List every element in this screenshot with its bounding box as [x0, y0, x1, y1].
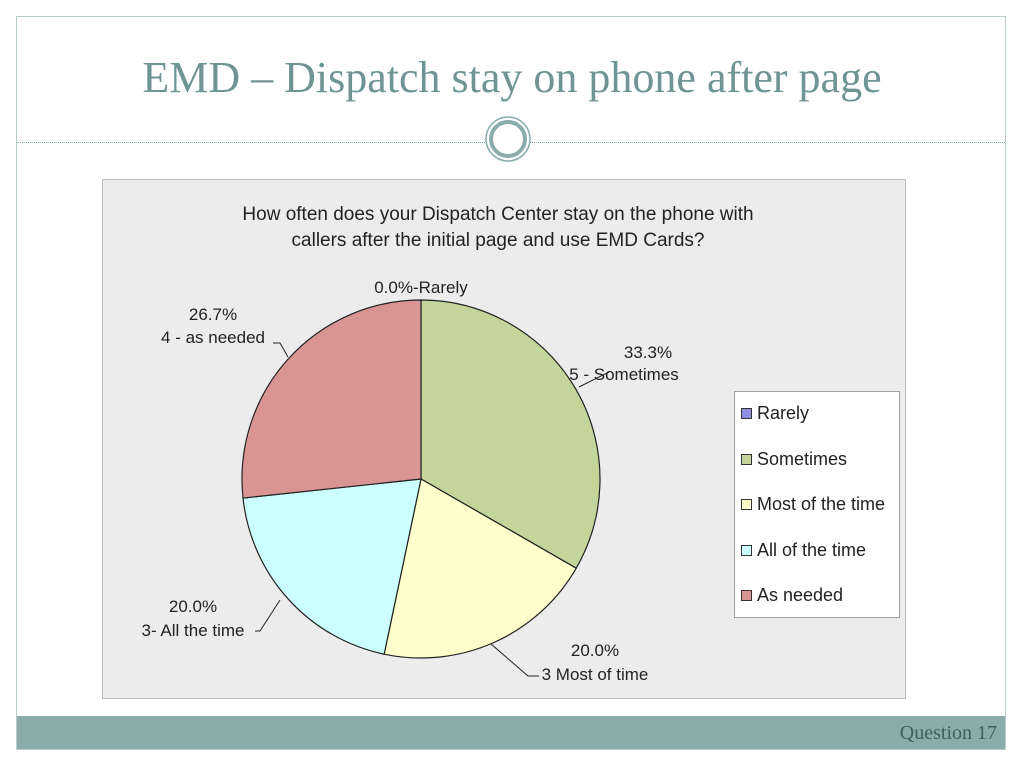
percent-label-sometimes: 33.3%	[624, 343, 672, 362]
legend-swatch-as-needed	[741, 589, 752, 601]
category-label-all-of-the-time: 3- All the time	[142, 621, 245, 640]
category-label-most-of-the-time: 3 Most of time	[542, 665, 649, 684]
pie-slice-sometimes	[420, 299, 601, 569]
leader-line-sometimes	[578, 371, 610, 388]
percent-label-most-of-the-time: 20.0%	[571, 641, 619, 660]
category-label-sometimes: 5 - Sometimes	[569, 365, 679, 384]
percent-label-all-of-the-time: 20.0%	[169, 597, 217, 616]
legend-swatch-sometimes	[741, 453, 752, 465]
pie-slice-most-of-the-time	[383, 478, 578, 659]
data-label-rarely: 0.0%-Rarely	[374, 278, 468, 297]
legend-swatch-rarely	[741, 407, 752, 419]
legend-item-all-of-the-time: All of the time	[741, 539, 866, 561]
pie-slice-all-of-the-time	[242, 478, 422, 655]
circle-ornament-icon	[485, 116, 531, 162]
legend-item-rarely: Rarely	[741, 402, 809, 424]
legend-swatch-most-of-the-time	[741, 498, 752, 510]
legend-label-sometimes: Sometimes	[757, 448, 848, 469]
slide-title: EMD – Dispatch stay on phone after page	[142, 53, 882, 102]
percent-label-as-needed: 26.7%	[189, 305, 237, 324]
leader-line-most-of-the-time	[490, 643, 539, 677]
legend-label-as-needed: As needed	[757, 584, 844, 605]
pie-chart: 33.3% 5 - Sometimes 20.0% 3 Most of time 20.…	[142, 278, 679, 684]
chart-title: How often does your Dispatch Center stay…	[242, 204, 754, 251]
legend-label-most-of-the-time: Most of the time	[757, 493, 886, 514]
legend-item-as-needed: As needed	[741, 584, 843, 606]
legend-label-rarely: Rarely	[757, 402, 810, 423]
legend-label-all-of-the-time: All of the time	[757, 539, 867, 560]
category-label-as-needed: 4 - as needed	[161, 328, 265, 347]
slide-frame	[16, 16, 1006, 750]
pie-slice-as-needed	[241, 299, 422, 499]
legend-item-sometimes: Sometimes	[741, 448, 847, 470]
chart-legend: Rarely Sometimes Most of the time All of th…	[734, 391, 900, 618]
chart-area: How often does your Dispatch Center stay…	[102, 179, 906, 699]
leader-line-all-of-the-time	[255, 599, 281, 632]
legend-item-most-of-the-time: Most of the time	[741, 493, 885, 515]
slide-number-label: Question 17	[899, 722, 997, 744]
leader-line-as-needed	[273, 342, 289, 358]
legend-swatch-all-of-the-time	[741, 544, 752, 556]
footer-bar: Question 17	[17, 716, 1005, 749]
